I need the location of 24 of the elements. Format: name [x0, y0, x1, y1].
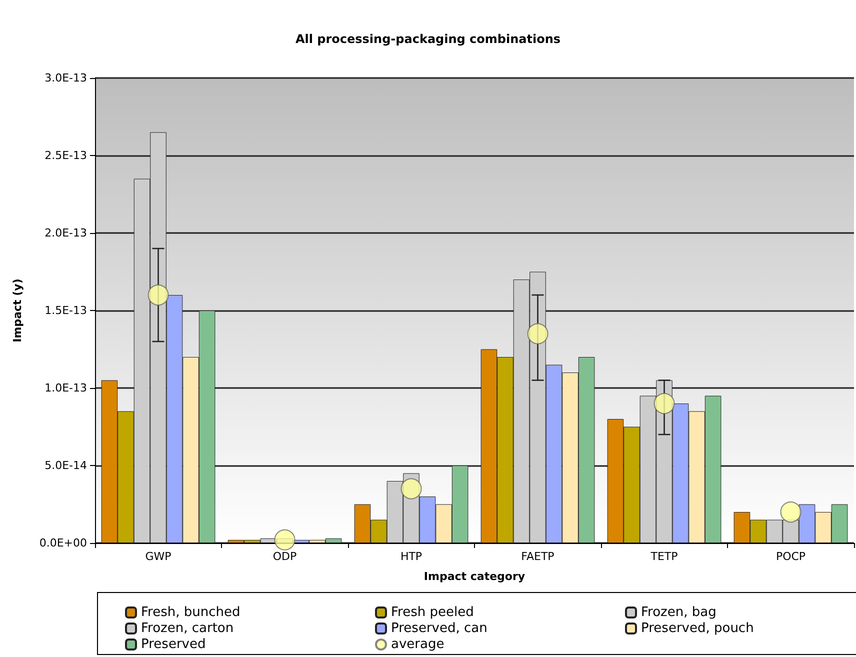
chart-title: All processing-packaging combinations	[295, 32, 561, 46]
legend-label: average	[391, 637, 444, 652]
x-tick-label: GWP	[145, 550, 172, 563]
legend-label: Frozen, bag	[641, 605, 716, 620]
legend-label: Preserved, can	[391, 621, 488, 636]
y-tick-label: 5.0E-14	[44, 459, 87, 472]
y-tick-label: 2.0E-13	[44, 226, 87, 240]
y-tick-label: 3.0E-13	[44, 72, 87, 84]
y-tick-label: 2.5E-13	[44, 149, 87, 162]
y-axis-title: Impact (y)	[11, 278, 24, 342]
legend-label: Preserved, pouch	[641, 621, 754, 636]
x-tick-label: ODP	[272, 550, 297, 563]
y-tick-label: 1.5E-13	[44, 304, 87, 317]
legend-label: Fresh peeled	[391, 605, 474, 620]
legend-label: Fresh, bunched	[141, 605, 240, 620]
x-tick-label: FAETP	[521, 550, 555, 563]
x-tick-label: TETP	[650, 550, 678, 563]
x-tick-label: POCP	[776, 550, 806, 563]
legend-label: Frozen, carton	[141, 621, 234, 636]
x-tick-label: HTP	[400, 550, 422, 563]
legend-label: Preserved	[141, 637, 206, 652]
x-axis-title: Impact category	[424, 570, 526, 583]
y-tick-label: 0.0E+00	[39, 536, 87, 550]
y-tick-label: 1.0E-13	[44, 382, 87, 394]
